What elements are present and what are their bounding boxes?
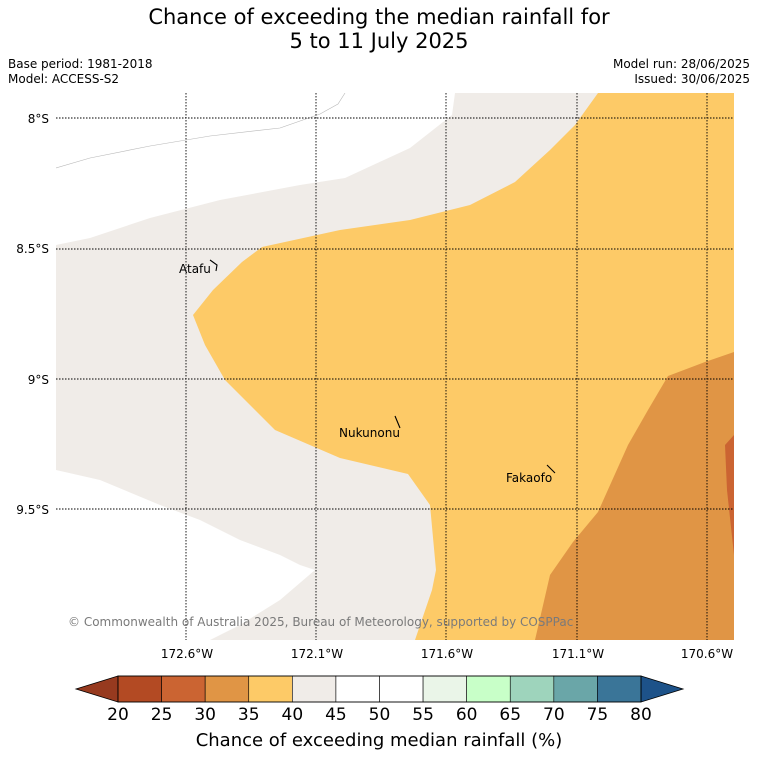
- nukunonu-island-shape: [394, 415, 401, 429]
- colorbar-tick-label: 20: [107, 705, 129, 725]
- band-25-30: [725, 435, 734, 555]
- lon-tick-label: 171.1°W: [552, 647, 604, 661]
- copyright-notice: © Commonwealth of Australia 2025, Bureau…: [68, 615, 573, 629]
- colorbar-swatch: [466, 675, 511, 703]
- issued-date: Issued: 30/06/2025: [634, 72, 750, 86]
- colorbar-swatch: [204, 675, 250, 703]
- fakaofo-island-shape: [546, 464, 556, 474]
- colorbar-swatch: [379, 675, 424, 703]
- lat-tick-label: 9°S: [28, 373, 49, 387]
- model-name: Model: ACCESS-S2: [8, 72, 120, 86]
- colorbar-under-arrow: [74, 675, 119, 703]
- colorbar-tick-label: 70: [543, 705, 565, 725]
- colorbar-swatch: [553, 675, 598, 703]
- lat-tick-label: 8°S: [28, 112, 49, 126]
- coastline: [56, 93, 346, 169]
- meta-left: Base period: 1981-2018 Model: ACCESS-S2: [8, 57, 153, 87]
- band-30-35: [535, 352, 734, 640]
- colorbar-tick-label: 40: [282, 705, 304, 725]
- colorbar-tick-label: 30: [194, 705, 216, 725]
- island-markers: [209, 259, 556, 474]
- band-35-40: [193, 93, 734, 640]
- lon-tick-label: 172.1°W: [291, 647, 343, 661]
- colorbar-swatch: [161, 675, 206, 703]
- colorbar-swatch: [117, 675, 162, 703]
- colorbar-tick-label: 50: [369, 705, 391, 725]
- colorbar-tick-label: 60: [456, 705, 478, 725]
- colorbar-tick-label: 75: [587, 705, 609, 725]
- colorbar-swatch: [597, 675, 642, 703]
- place-label-fakaofo: Fakaofo: [506, 471, 552, 485]
- colorbar-tick-label: 25: [151, 705, 173, 725]
- map-title: Chance of exceeding the median rainfall …: [0, 5, 758, 53]
- meta-right: Model run: 28/06/2025 Issued: 30/06/2025: [613, 57, 750, 87]
- lon-tick-label: 170.6°W: [681, 647, 733, 661]
- colorbar-swatch: [422, 675, 467, 703]
- colorbar-tick-label: 65: [499, 705, 521, 725]
- lon-tick-label: 172.6°W: [161, 647, 213, 661]
- title-line-1: Chance of exceeding the median rainfall …: [148, 5, 610, 29]
- colorbar-tick-label: 80: [630, 705, 652, 725]
- colorbar-tick-label: 45: [325, 705, 347, 725]
- colorbar-swatch: [248, 675, 293, 703]
- colorbar-swatch: [509, 675, 555, 703]
- map-area: [56, 93, 734, 640]
- colorbar-over-arrow: [640, 675, 685, 703]
- lon-tick-label: 171.6°W: [421, 647, 473, 661]
- model-run: Model run: 28/06/2025: [612, 57, 750, 71]
- colorbar-swatch: [335, 675, 380, 703]
- place-label-atafu: Atafu: [179, 262, 211, 276]
- lat-tick-label: 9.5°S: [16, 503, 49, 517]
- place-label-nukunonu: Nukunonu: [339, 426, 400, 440]
- colorbar-swatch: [292, 675, 337, 703]
- atafu-island-shape: [209, 259, 218, 272]
- title-line-2: 5 to 11 July 2025: [289, 29, 469, 53]
- colorbar-tick-label: 55: [412, 705, 434, 725]
- colorbar-tick-label: 35: [238, 705, 260, 725]
- colorbar-label: Chance of exceeding median rainfall (%): [195, 730, 563, 751]
- gridlines: [56, 93, 734, 640]
- base-period: Base period: 1981-2018: [8, 57, 153, 71]
- lat-tick-label: 8.5°S: [16, 242, 49, 256]
- colorbar: 20 25 30 35 40 45 50 55 60 65 70 75 80: [74, 675, 685, 725]
